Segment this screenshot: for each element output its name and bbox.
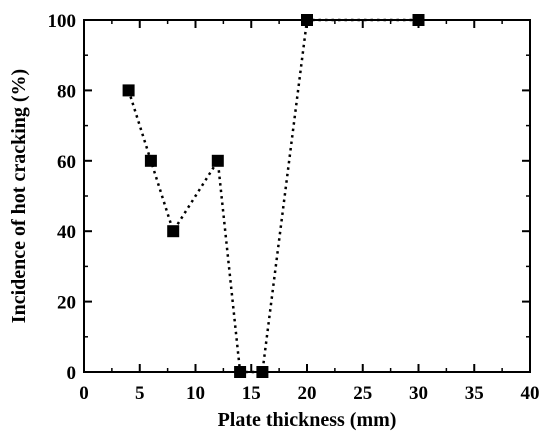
x-tick-label: 5 — [135, 383, 145, 404]
data-point — [301, 14, 313, 26]
y-tick-label: 100 — [48, 11, 77, 32]
x-tick-label: 0 — [79, 383, 89, 404]
data-point — [256, 366, 269, 378]
y-axis-label: Incidence of hot cracking (%) — [8, 69, 30, 323]
x-tick-label: 35 — [465, 383, 484, 404]
y-tick-label: 20 — [57, 293, 76, 314]
series-line — [127, 18, 419, 374]
x-tick-label: 30 — [409, 383, 428, 404]
x-tick-label: 10 — [186, 383, 205, 404]
data-point — [234, 366, 247, 378]
x-tick-label: 20 — [298, 383, 317, 404]
plot-frame — [83, 19, 531, 373]
x-tick-label: 25 — [353, 383, 372, 404]
x-tick-label: 15 — [242, 383, 261, 404]
data-point — [211, 154, 224, 167]
x-axis-label: Plate thickness (mm) — [218, 409, 397, 431]
x-ticks: 0 5 10 15 20 25 30 35 40 — [79, 20, 540, 404]
y-tick-label: 0 — [67, 363, 77, 384]
data-point — [144, 154, 157, 167]
y-ticks: 0 20 40 60 80 100 — [48, 11, 530, 384]
y-tick-label: 80 — [57, 81, 76, 102]
data-points — [122, 14, 425, 378]
y-tick-label: 40 — [57, 222, 76, 243]
y-tick-label: 60 — [57, 152, 76, 173]
x-tick-label: 40 — [521, 383, 540, 404]
data-point — [122, 84, 135, 97]
data-point — [412, 14, 425, 26]
data-point — [167, 225, 180, 238]
